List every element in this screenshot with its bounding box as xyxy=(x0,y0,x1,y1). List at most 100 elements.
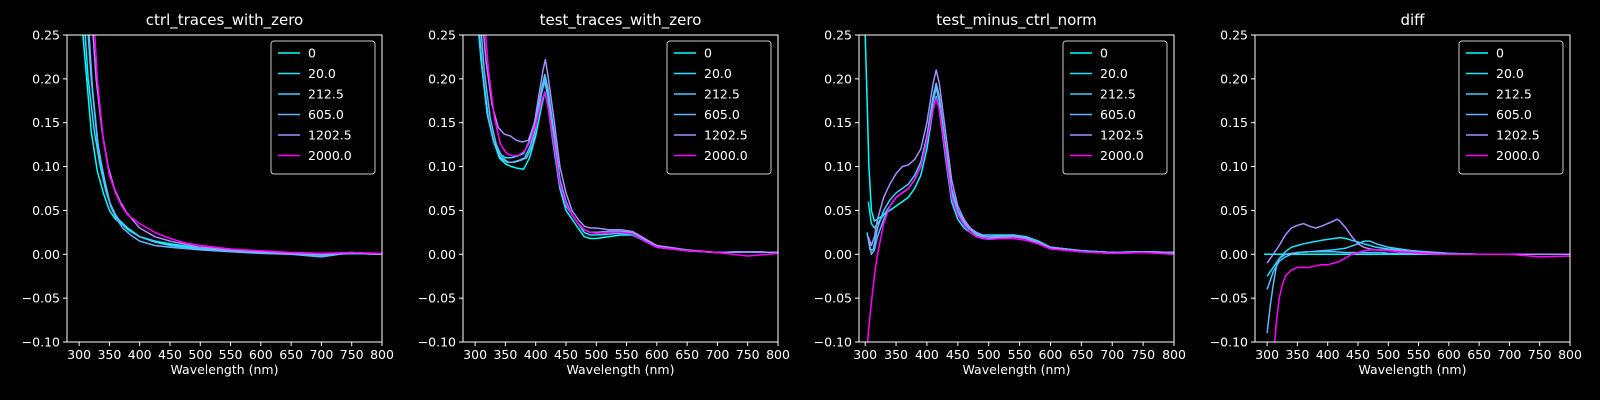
legend-label: 2000.0 xyxy=(1100,148,1144,163)
subplots: 300 350 400 450 500 550 600 650 700 750 800 −0.10 −0… xyxy=(22,11,1582,377)
y-tick-label: 0.10 xyxy=(428,159,456,174)
series-lines xyxy=(82,35,382,258)
y-tick-label: 0.05 xyxy=(1220,203,1248,218)
x-tick-label: 500 xyxy=(977,347,1001,362)
x-tick-label: 450 xyxy=(158,347,182,362)
y-tick-label: 0.05 xyxy=(32,203,60,218)
x-tick-label: 450 xyxy=(946,347,970,362)
legend-label: 20.0 xyxy=(308,66,336,81)
x-tick-label: 500 xyxy=(584,347,608,362)
x-tick-label: 550 xyxy=(1008,347,1032,362)
legend-label: 2000.0 xyxy=(1496,148,1540,163)
x-axis-label: Wavelength (nm) xyxy=(1359,362,1467,377)
legend-label: 1202.5 xyxy=(1100,128,1144,143)
x-tick-label: 600 xyxy=(645,347,669,362)
x-tick-label: 450 xyxy=(1346,347,1370,362)
series-line-2000.0 xyxy=(1273,249,1570,342)
y-tick-label: −0.10 xyxy=(814,335,852,350)
y-tick-label: 0.00 xyxy=(1220,247,1248,262)
legend-label: 212.5 xyxy=(1100,87,1136,102)
x-tick-label: 550 xyxy=(615,347,639,362)
legend-label: 20.0 xyxy=(1496,66,1524,81)
axes-frame xyxy=(462,34,779,343)
y-tick-label: 0.05 xyxy=(428,203,456,218)
x-tick-label: 800 xyxy=(1558,347,1582,362)
x-tick-label: 350 xyxy=(97,347,121,362)
chart-title: diff xyxy=(1400,11,1425,29)
chart-title: test_traces_with_zero xyxy=(540,11,702,30)
y-tick-label: 0.05 xyxy=(824,203,852,218)
chart-title: test_minus_ctrl_norm xyxy=(936,11,1097,30)
legend: 0 20.0 212.5 605.0 1202.5 2000.0 xyxy=(1458,40,1564,175)
x-tick-label: 350 xyxy=(1285,347,1309,362)
axes-frame xyxy=(66,34,383,343)
legend-label: 2000.0 xyxy=(704,148,748,163)
y-tick-label: 0.20 xyxy=(32,71,60,86)
x-tick-label: 700 xyxy=(1497,347,1521,362)
x-tick-label: 750 xyxy=(340,347,364,362)
x-tick-label: 350 xyxy=(493,347,517,362)
x-tick-label: 300 xyxy=(67,347,91,362)
legend: 0 20.0 212.5 605.0 1202.5 2000.0 xyxy=(666,40,772,175)
x-tick-label: 600 xyxy=(1039,347,1063,362)
subplot-3: 300 350 400 450 500 550 600 650 700 750 800 −0.10 −0… xyxy=(814,11,1186,377)
series-line-2000.0 xyxy=(94,35,382,255)
y-tick-label: 0.15 xyxy=(824,115,852,130)
series-line-1202.5 xyxy=(867,69,1174,255)
legend-label: 1202.5 xyxy=(308,128,352,143)
axes-frame xyxy=(1254,34,1571,343)
legend-label: 212.5 xyxy=(704,87,740,102)
x-axis-label: Wavelength (nm) xyxy=(567,362,675,377)
legend-label: 605.0 xyxy=(1100,107,1136,122)
legend-label: 1202.5 xyxy=(1496,128,1540,143)
x-tick-label: 650 xyxy=(279,347,303,362)
x-tick-label: 400 xyxy=(915,347,939,362)
x-tick-label: 750 xyxy=(1131,347,1155,362)
x-tick-label: 400 xyxy=(128,347,152,362)
y-tick-label: 0.10 xyxy=(824,159,852,174)
y-tick-label: 0.00 xyxy=(428,247,456,262)
series-line-605.0 xyxy=(88,35,382,258)
subplot-1: 300 350 400 450 500 550 600 650 700 750 800 −0.10 −0… xyxy=(22,11,394,377)
y-tick-label: 0.00 xyxy=(32,247,60,262)
legend-label: 0 xyxy=(1100,46,1108,61)
axes-frame xyxy=(858,34,1175,343)
subplot-2: 300 350 400 450 500 550 600 650 700 750 800 −0.10 −0… xyxy=(418,11,790,377)
x-tick-label: 550 xyxy=(1407,347,1431,362)
legend-label: 1202.5 xyxy=(704,128,748,143)
x-tick-label: 450 xyxy=(554,347,578,362)
y-tick-label: −0.05 xyxy=(1210,291,1248,306)
x-tick-label: 800 xyxy=(1162,347,1186,362)
y-tick-label: 0.15 xyxy=(428,115,456,130)
x-axis-label: Wavelength (nm) xyxy=(963,362,1071,377)
legend-label: 212.5 xyxy=(308,87,344,102)
x-tick-label: 800 xyxy=(370,347,394,362)
y-tick-label: 0.00 xyxy=(824,247,852,262)
legend-label: 0 xyxy=(1496,46,1504,61)
series-line-212.5 xyxy=(1266,240,1570,290)
y-tick-label: −0.10 xyxy=(22,335,60,350)
y-tick-label: 0.20 xyxy=(824,71,852,86)
legend-label: 605.0 xyxy=(308,107,344,122)
x-tick-label: 700 xyxy=(705,347,729,362)
series-line-1202.5 xyxy=(482,35,778,254)
y-tick-label: 0.25 xyxy=(32,28,60,43)
x-tick-label: 300 xyxy=(463,347,487,362)
y-tick-label: −0.05 xyxy=(418,291,456,306)
y-tick-label: 0.20 xyxy=(1220,71,1248,86)
y-tick-label: 0.25 xyxy=(428,28,456,43)
y-tick-label: 0.15 xyxy=(1220,115,1248,130)
series-lines xyxy=(864,35,1174,342)
y-tick-label: −0.10 xyxy=(1210,335,1248,350)
x-tick-label: 550 xyxy=(219,347,243,362)
x-tick-label: 400 xyxy=(1316,347,1340,362)
x-tick-label: 750 xyxy=(1528,347,1552,362)
chart-title: ctrl_traces_with_zero xyxy=(146,11,303,30)
x-tick-label: 300 xyxy=(1255,347,1279,362)
subplot-4: 300 350 400 450 500 550 600 650 700 750 800 −0.10 −0… xyxy=(1210,11,1582,377)
legend-label: 20.0 xyxy=(1100,66,1128,81)
legend-label: 605.0 xyxy=(1496,107,1532,122)
x-tick-label: 350 xyxy=(884,347,908,362)
x-tick-label: 750 xyxy=(736,347,760,362)
